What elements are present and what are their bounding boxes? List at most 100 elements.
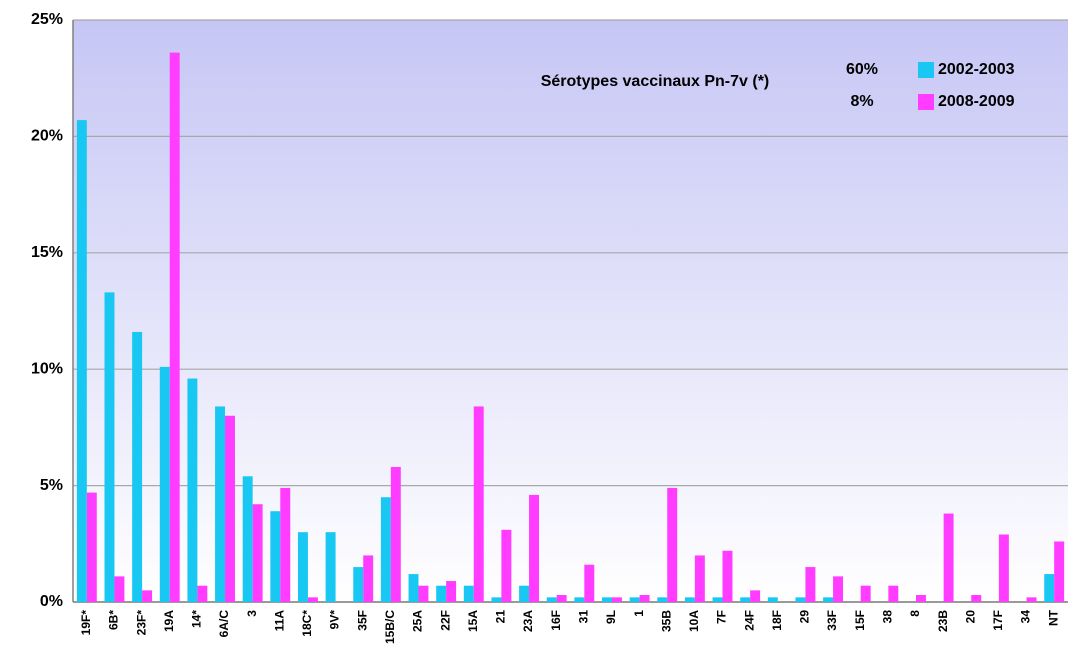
bar: [833, 576, 844, 602]
bar: [805, 567, 816, 602]
x-tick-label: 31: [576, 610, 590, 624]
bar: [602, 597, 612, 602]
bar: [114, 576, 125, 602]
x-tick-label: 38: [881, 610, 895, 624]
x-tick-label: 9V*: [328, 610, 342, 630]
x-tick-label: 25A: [411, 610, 425, 632]
legend-label: 2002-2003: [938, 61, 1015, 78]
bar: [297, 532, 308, 602]
bar: [574, 597, 585, 602]
bar: [418, 585, 429, 602]
x-tick-label: 8: [908, 610, 922, 617]
y-tick-label: 15%: [31, 244, 63, 261]
bar: [694, 555, 705, 602]
legend-swatch: [918, 62, 934, 78]
bar: [225, 415, 235, 602]
bar: [546, 597, 557, 602]
bar: [501, 529, 512, 602]
legend-note: 60%: [846, 61, 878, 78]
bar: [767, 597, 778, 602]
y-tick-label: 10%: [31, 360, 63, 377]
legend-swatch: [918, 94, 934, 110]
y-tick-label: 25%: [31, 11, 63, 28]
x-tick-label: 17F: [991, 610, 1005, 631]
bar: [197, 585, 208, 602]
bar: [722, 550, 733, 602]
x-tick-label: 18C*: [300, 610, 314, 637]
bar: [473, 406, 484, 602]
bar: [242, 476, 253, 602]
bar: [252, 504, 263, 602]
x-tick-label: 15F: [853, 610, 867, 631]
bar: [325, 532, 336, 602]
x-tick-label: 19F*: [79, 610, 93, 636]
bar: [159, 366, 170, 602]
x-tick-label: 3: [245, 610, 259, 617]
x-tick-label: 23F*: [134, 610, 148, 636]
bar: [823, 597, 834, 602]
x-tick-label: 22F: [438, 610, 452, 631]
bar: [740, 597, 751, 602]
bar: [860, 585, 871, 602]
bar: [611, 597, 622, 602]
plot-area: [73, 20, 1068, 602]
bar: [280, 487, 291, 602]
bar: [408, 574, 419, 602]
bar: [380, 497, 391, 602]
x-tick-label: 18F: [770, 610, 784, 631]
bar: [795, 597, 806, 602]
bar: [684, 597, 695, 602]
bar: [657, 597, 668, 602]
x-tick-label: 6B*: [107, 610, 121, 630]
x-tick-label: NT: [1046, 609, 1060, 626]
bar: [446, 581, 457, 602]
x-tick-label: 11A: [272, 610, 286, 632]
x-tick-label: 33F: [825, 610, 839, 631]
bar: [353, 567, 364, 602]
bar: [76, 120, 87, 602]
bar: [86, 492, 97, 602]
bar: [943, 513, 954, 602]
bar: [215, 406, 226, 602]
x-tick-label: 15A: [466, 610, 480, 632]
legend-note: 8%: [850, 93, 873, 110]
bar: [463, 585, 474, 602]
x-tick-label: 34: [1019, 610, 1033, 624]
x-tick-label: 35B: [659, 610, 673, 632]
x-tick-label: 19A: [162, 610, 176, 632]
y-tick-label: 20%: [31, 128, 63, 145]
bar: [270, 511, 281, 602]
bar: [436, 585, 447, 602]
bar: [915, 595, 926, 602]
x-tick-label: 29: [798, 610, 812, 624]
annotation: Sérotypes vaccinaux Pn-7v (*): [541, 73, 770, 90]
x-tick-label: 15B/C: [383, 610, 397, 644]
bar: [667, 487, 678, 602]
x-tick-label: 23B: [936, 610, 950, 632]
bar: [519, 585, 530, 602]
bar: [712, 597, 723, 602]
x-tick-label: 14*: [190, 610, 204, 628]
x-tick-label: 1: [632, 610, 646, 617]
bar: [142, 590, 153, 602]
bar: [1044, 574, 1055, 602]
bar: [187, 378, 198, 602]
x-tick-label: 6A/C: [217, 610, 231, 638]
x-tick-label: 7F: [715, 610, 729, 624]
legend-label: 2008-2009: [938, 93, 1015, 110]
bar: [888, 585, 899, 602]
bar: [307, 597, 318, 602]
y-tick-label: 5%: [40, 477, 63, 494]
bar: [998, 534, 1009, 602]
bar: [629, 597, 640, 602]
bar: [584, 564, 595, 602]
bar: [1026, 597, 1037, 602]
bar: [750, 590, 761, 602]
x-tick-label: 35F: [355, 610, 369, 631]
bar: [491, 597, 502, 602]
bar: [104, 292, 115, 602]
x-tick-label: 21: [494, 610, 508, 624]
x-tick-label: 9L: [604, 610, 618, 624]
x-tick-label: 24F: [742, 610, 756, 631]
